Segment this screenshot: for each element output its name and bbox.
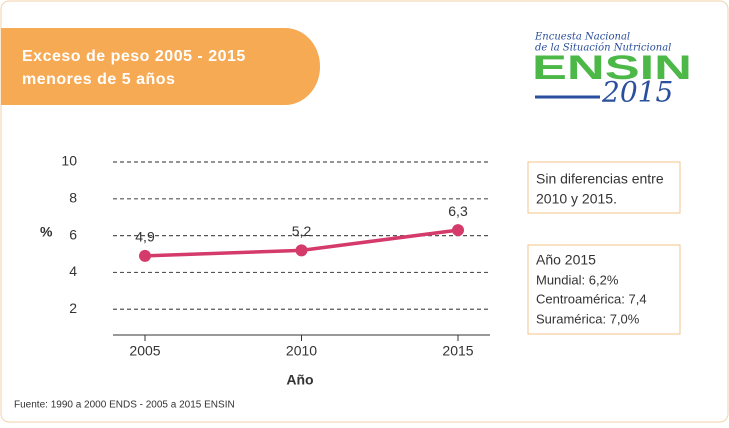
y-tick-label: 8 <box>69 190 77 206</box>
value-label: 4,9 <box>135 229 155 245</box>
note: Sin diferencias entre <box>536 171 664 187</box>
logo-text: de la Situación Nutricional <box>535 43 671 54</box>
logo-year: 2015 <box>601 76 673 109</box>
marker <box>139 249 151 262</box>
x-tick-label: 2015 <box>442 343 473 359</box>
value-label: 6,3 <box>448 203 468 219</box>
x-tick-label: 2010 <box>286 343 317 359</box>
y-tick-label: 2 <box>69 300 77 316</box>
logo-text: Encuesta Nacional <box>534 32 630 43</box>
title: menores de 5 años <box>22 71 175 88</box>
value-label: 5,2 <box>292 223 312 239</box>
y-tick-label: 6 <box>69 226 77 242</box>
note: Año 2015 <box>536 252 596 268</box>
plot: 2 4 6 8 10 2005 2010 2015 4,9 5,2 6,3 <box>61 153 490 359</box>
marker <box>452 224 464 237</box>
note-box <box>527 161 681 214</box>
y-axis-label: % <box>40 224 53 240</box>
note-box <box>527 244 681 335</box>
y-tick-label: 4 <box>69 263 77 279</box>
x-tick-label: 2005 <box>129 343 160 359</box>
title: Exceso de peso 2005 - 2015 <box>22 48 246 65</box>
note: Mundial: 6,2% <box>536 272 619 287</box>
note: Suramérica: 7,0% <box>536 311 640 326</box>
y-tick-label: 10 <box>61 153 77 169</box>
note: 2010 y 2015. <box>536 191 617 207</box>
note: Centroamérica: 7,4 <box>536 291 647 306</box>
title-tab <box>1 28 321 105</box>
x-axis-label: Año <box>286 372 313 388</box>
marker <box>295 244 308 257</box>
source: Fuente: 1990 a 2000 ENDS - 2005 a 2015 E… <box>14 400 235 411</box>
logo-name: ENSIN <box>532 49 692 87</box>
